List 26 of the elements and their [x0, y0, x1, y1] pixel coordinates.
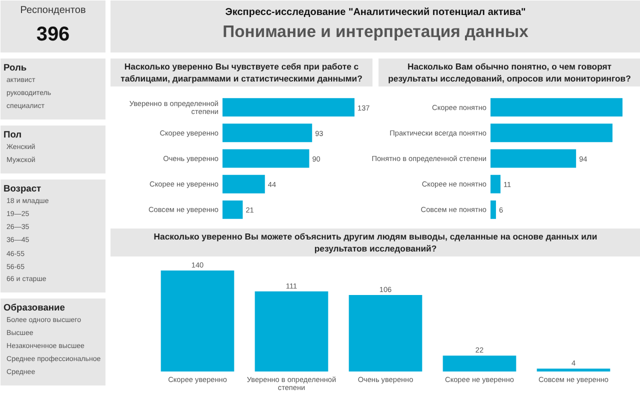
bar [160, 270, 234, 372]
bar [490, 200, 496, 219]
text: Возраст [4, 184, 42, 194]
chart-title: Насколько Вам обычно понятно, о чем говорят результаты исследований, опросов или мониторингов? [388, 62, 631, 84]
text: Экспресс-исследование "Аналитический потенциал актива" [225, 7, 526, 18]
bar [490, 149, 576, 168]
text: Роль [4, 62, 27, 72]
bar [490, 98, 622, 117]
text: 396 [36, 24, 70, 46]
bar [490, 124, 612, 142]
text: Образование [4, 302, 65, 312]
bar [222, 124, 312, 142]
chart-title: Насколько уверенно Вы можете объяснить другим людям выводы, сделанные на основе данных или результатов исследований? [154, 232, 598, 254]
text: Респондентов [20, 5, 86, 16]
bar [348, 295, 422, 372]
bar [442, 356, 516, 372]
bar [222, 174, 265, 194]
chart-title: Насколько уверенно Вы чувствуете себя при работе с таблицами, диаграммами и статистическими данными? [120, 62, 362, 84]
bar [254, 291, 328, 372]
bar [536, 368, 610, 372]
bar [222, 98, 354, 117]
bar [222, 200, 243, 219]
text: Понимание и интерпретация данных [222, 22, 530, 41]
bar [222, 149, 310, 168]
text: Пол [4, 130, 22, 140]
bar [490, 174, 501, 194]
